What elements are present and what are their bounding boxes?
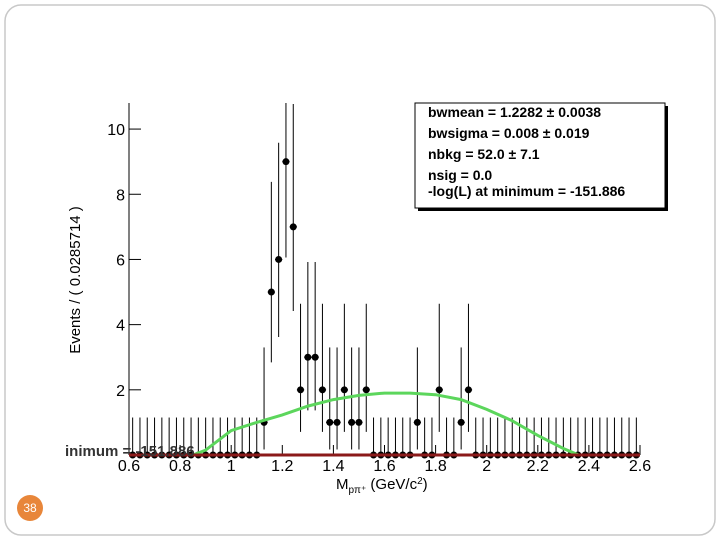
stats-line: nbkg = 52.0 ± 7.1 bbox=[428, 146, 540, 162]
data-point bbox=[326, 418, 334, 426]
x-tick-label: 2.6 bbox=[629, 458, 651, 475]
y-tick-label: 2 bbox=[116, 383, 125, 400]
x-tick-label: 0.6 bbox=[118, 458, 140, 475]
x-tick-label: 2.4 bbox=[578, 458, 600, 475]
stats-line: bwsigma = 0.008 ± 0.019 bbox=[428, 125, 590, 141]
x-tick-label: 1 bbox=[227, 458, 236, 475]
data-point bbox=[282, 158, 290, 166]
data-point bbox=[289, 223, 297, 231]
data-point bbox=[275, 255, 283, 263]
y-tick-label: 6 bbox=[116, 252, 125, 269]
x-tick-label: 2.2 bbox=[527, 458, 549, 475]
y-axis-label: Events / ( 0.0285714 ) bbox=[67, 206, 84, 354]
x-axis-label-part: (GeV/c bbox=[366, 476, 417, 493]
x-tick-label: 1.2 bbox=[271, 458, 293, 475]
data-point bbox=[311, 353, 319, 361]
fit-curve bbox=[129, 391, 640, 457]
x-tick-label: 2 bbox=[482, 458, 491, 475]
data-point bbox=[348, 418, 356, 426]
x-axis-label-part: 2 bbox=[417, 476, 423, 487]
x-axis-label-part: pπ⁺ bbox=[349, 485, 367, 496]
annotation: inimum = -151.886 bbox=[65, 443, 195, 460]
x-tick-label: 0.8 bbox=[169, 458, 191, 475]
data-point bbox=[413, 418, 421, 426]
data-point bbox=[355, 418, 363, 426]
y-tick-label: 8 bbox=[116, 187, 125, 204]
stats-line: -log(L) at minimum = -151.886 bbox=[428, 183, 625, 199]
data-point bbox=[464, 386, 472, 394]
stats-line: nsig = 0.0 bbox=[428, 167, 492, 183]
stats-line: bwmean = 1.2282 ± 0.0038 bbox=[428, 104, 601, 120]
data-point bbox=[267, 288, 275, 296]
data-point bbox=[435, 386, 443, 394]
x-tick-label: 1.6 bbox=[373, 458, 395, 475]
data-point bbox=[362, 386, 370, 394]
x-axis-label-part: M bbox=[336, 476, 349, 493]
data-point bbox=[333, 418, 341, 426]
data-point bbox=[318, 386, 326, 394]
y-tick-label: 4 bbox=[116, 318, 125, 335]
x-axis-label: Mpπ⁺ (GeV/c2) bbox=[336, 476, 428, 496]
data-point bbox=[457, 418, 465, 426]
slide-number-badge bbox=[17, 495, 43, 521]
data-point bbox=[297, 386, 305, 394]
x-tick-label: 1.8 bbox=[424, 458, 446, 475]
x-axis-label-part: ) bbox=[423, 476, 428, 493]
stats-box bbox=[414, 102, 666, 209]
slide-number: 38 bbox=[23, 501, 37, 515]
y-tick-label: 10 bbox=[107, 122, 125, 139]
data-point bbox=[340, 386, 348, 394]
data-point bbox=[304, 353, 312, 361]
x-tick-label: 1.4 bbox=[322, 458, 344, 475]
